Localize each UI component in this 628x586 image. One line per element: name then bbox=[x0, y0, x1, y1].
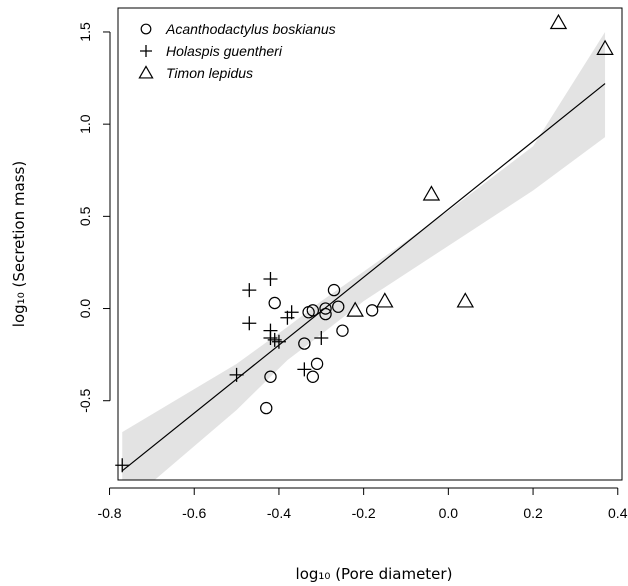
data-point-plus bbox=[242, 316, 257, 331]
legend-marker-triangle bbox=[138, 65, 154, 79]
x-tick-label: 0.2 bbox=[523, 505, 543, 521]
data-point-triangle bbox=[549, 13, 568, 30]
data-point-circle bbox=[319, 302, 332, 315]
data-point-circle bbox=[298, 337, 311, 350]
x-axis-title: log₁₀ (Pore diameter) bbox=[296, 565, 453, 583]
data-point-circle bbox=[336, 324, 349, 337]
legend-label: Holaspis guentheri bbox=[166, 43, 283, 59]
data-point-plus bbox=[280, 310, 295, 325]
data-point-plus bbox=[314, 331, 329, 346]
confidence-band bbox=[122, 31, 606, 480]
x-tick-label: -0.6 bbox=[182, 505, 206, 521]
x-axis: -0.8 -0.6 -0.4 -0.2 0.0 0.2 0.4 bbox=[97, 487, 628, 521]
data-point-circle bbox=[332, 300, 345, 313]
data-point-circle bbox=[306, 370, 320, 383]
x-tick-label: -0.8 bbox=[97, 505, 121, 521]
data-point-triangle bbox=[376, 292, 394, 308]
data-point-circle bbox=[365, 304, 379, 317]
data-point-triangle bbox=[456, 292, 475, 308]
data-point-plus bbox=[242, 283, 257, 298]
data-point-plus bbox=[229, 367, 244, 382]
y-tick-label: -0.5 bbox=[77, 388, 93, 412]
x-tick-label: -0.2 bbox=[352, 505, 376, 521]
legend: Acanthodactylus boskianus Holaspis guenth… bbox=[138, 21, 336, 81]
data-point-circle bbox=[260, 401, 273, 415]
data-point-circle bbox=[319, 307, 332, 321]
legend-label: Acanthodactylus boskianus bbox=[165, 21, 336, 37]
x-tick-label: -0.4 bbox=[267, 505, 291, 521]
plot-frame bbox=[117, 7, 623, 481]
x-tick-label: 0.0 bbox=[439, 505, 459, 521]
data-point-plus bbox=[263, 272, 278, 287]
data-point-triangle bbox=[422, 185, 441, 201]
data-point-circle bbox=[310, 357, 324, 371]
points-layer bbox=[115, 13, 614, 473]
regression-line-layer bbox=[121, 83, 606, 472]
legend-label: Timon lepidus bbox=[166, 65, 253, 81]
data-point-circle bbox=[268, 296, 281, 310]
data-point-circle bbox=[302, 306, 315, 319]
data-point-plus bbox=[297, 362, 312, 377]
data-point-plus bbox=[271, 334, 286, 349]
regression-line bbox=[121, 83, 606, 472]
data-point-triangle bbox=[346, 301, 364, 317]
data-point-circle bbox=[327, 283, 341, 297]
y-tick-label: 1.5 bbox=[77, 22, 93, 42]
legend-marker-circle bbox=[140, 23, 152, 35]
confidence-band-layer bbox=[122, 31, 606, 480]
y-tick-label: 1.0 bbox=[77, 114, 93, 134]
y-axis: -0.5 0.0 0.5 1.0 1.5 bbox=[77, 22, 111, 413]
data-point-triangle bbox=[596, 39, 614, 55]
y-axis-title: log₁₀ (Secretion mass) bbox=[10, 161, 28, 327]
x-tick-label: 0.4 bbox=[608, 505, 628, 521]
y-tick-label: 0.5 bbox=[77, 206, 93, 226]
y-tick-label: 0.0 bbox=[77, 299, 93, 319]
legend-marker-plus bbox=[140, 45, 152, 57]
data-point-circle bbox=[264, 370, 277, 383]
